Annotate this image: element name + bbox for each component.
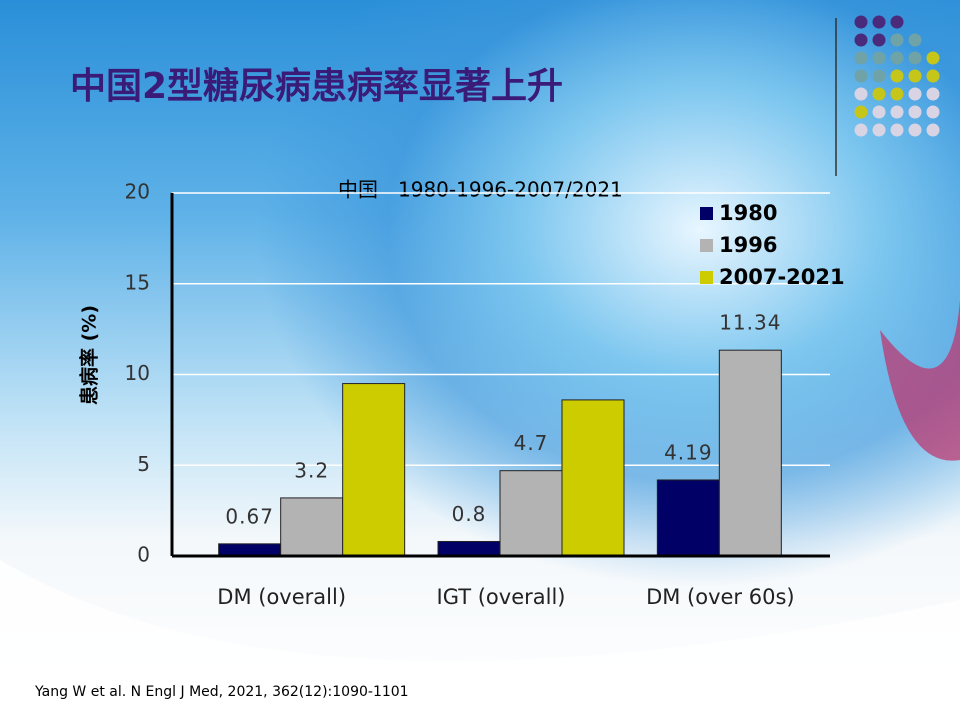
decor-dot — [854, 69, 868, 83]
decor-dot — [926, 87, 940, 101]
decor-dot — [890, 15, 904, 29]
decor-dot — [926, 69, 940, 83]
x-tick-label: DM (overall) — [217, 585, 346, 609]
bar — [561, 399, 625, 557]
bar — [718, 349, 782, 557]
value-label: 0.8 — [452, 502, 487, 526]
decor-dot — [854, 15, 868, 29]
value-label: 4.19 — [664, 440, 713, 464]
decor-dot — [890, 33, 904, 47]
decor-wave — [0, 560, 960, 720]
decor-dot — [890, 51, 904, 65]
legend-label: 1996 — [719, 233, 777, 257]
decor-dot — [890, 87, 904, 101]
decor-dot — [926, 51, 940, 65]
decor-dot — [854, 51, 868, 65]
decor-dot — [908, 123, 922, 137]
decor-dot — [908, 51, 922, 65]
y-tick-label: 10 — [125, 361, 150, 385]
bar — [656, 479, 720, 557]
bar — [499, 470, 563, 557]
decor-dot — [854, 87, 868, 101]
decor-dot — [872, 105, 886, 119]
value-label: 3.2 — [294, 458, 329, 482]
bar — [280, 497, 344, 557]
decor-dot — [908, 33, 922, 47]
decor-dot — [872, 69, 886, 83]
decor-dot — [854, 123, 868, 137]
value-label: 0.67 — [225, 504, 274, 528]
decor-dot — [926, 105, 940, 119]
legend-swatch — [700, 207, 713, 220]
decor-dot — [890, 69, 904, 83]
decor-dot — [872, 33, 886, 47]
value-label: 11.34 — [719, 311, 781, 335]
subtitle: 中国 1980-1996-2007/2021 — [338, 178, 623, 202]
decor-ribbon — [880, 300, 960, 461]
chart-title: 中国2型糖尿病患病率显著上升 — [70, 66, 563, 107]
y-tick-label: 0 — [137, 543, 150, 567]
y-tick-label: 15 — [125, 270, 150, 294]
decor-dot — [854, 105, 868, 119]
legend-label: 2007-2021 — [719, 265, 845, 289]
x-tick-label: DM (over 60s) — [646, 585, 795, 609]
decor-dot — [908, 69, 922, 83]
y-axis-label: 患病率 (%) — [78, 305, 101, 405]
decor-dot — [872, 51, 886, 65]
decor-dots — [854, 15, 940, 137]
y-tick-label: 5 — [137, 452, 150, 476]
legend-label: 1980 — [719, 201, 777, 225]
legend-swatch — [700, 239, 713, 252]
legend-swatch — [700, 271, 713, 284]
decor-dot — [926, 123, 940, 137]
value-label: 4.7 — [514, 431, 549, 455]
decor-dot — [890, 105, 904, 119]
bar — [218, 543, 282, 557]
decor-dot — [854, 33, 868, 47]
decor-dot — [890, 123, 904, 137]
decor-dot — [872, 87, 886, 101]
bar — [342, 383, 406, 557]
y-tick-label: 20 — [125, 180, 150, 204]
bar — [437, 540, 501, 557]
decor-dot — [872, 123, 886, 137]
footnote: Yang W et al. N Engl J Med, 2021, 362(12… — [34, 684, 409, 700]
decor-dot — [872, 15, 886, 29]
decor-dot — [908, 87, 922, 101]
x-tick-label: IGT (overall) — [437, 585, 566, 609]
decor-dot — [908, 105, 922, 119]
